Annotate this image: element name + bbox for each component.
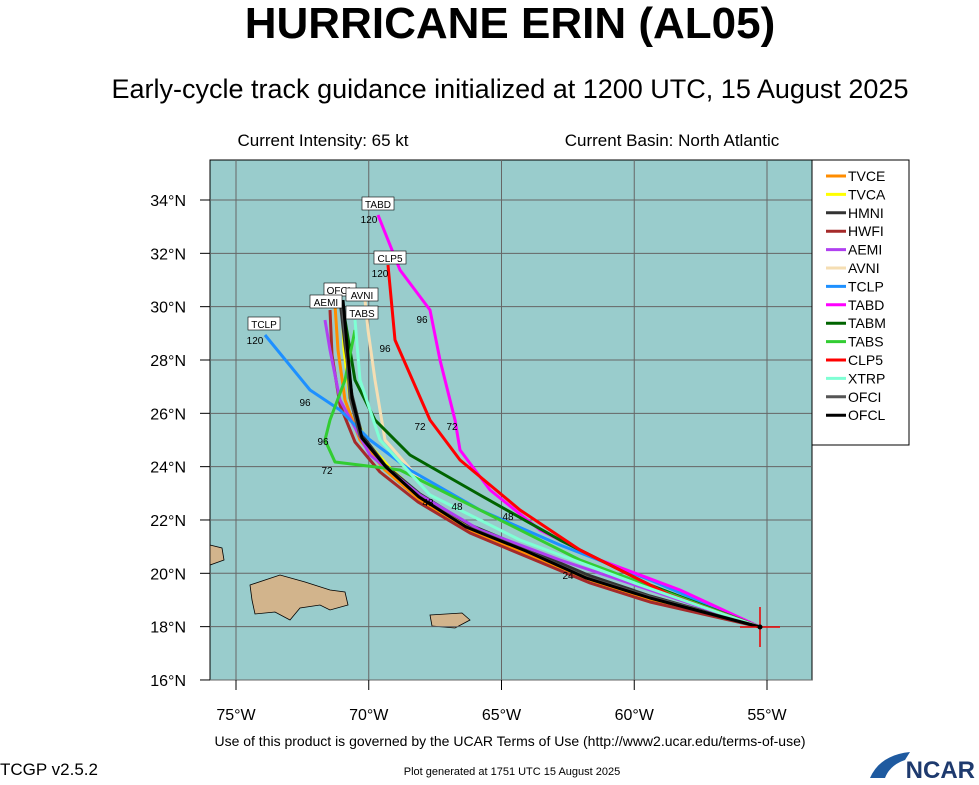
hour-label: 72 (446, 422, 458, 433)
legend-entries: TVCE TVCA HMNI HWFI AEMI AVNI TCLP TABD TABM TABS… (826, 168, 886, 423)
legend-label: TABS (848, 334, 884, 350)
version: TCGP v2.5.2 (0, 760, 98, 779)
subtitle: Early-cycle track guidance initialized a… (112, 74, 909, 104)
legend-label: AVNI (848, 260, 880, 276)
legend-label: TVCA (848, 186, 886, 202)
legend-label: XTRP (848, 370, 885, 386)
logo: NCAR (906, 757, 975, 780)
track (341, 299, 761, 629)
track-label: OFCL (327, 286, 354, 297)
lat-label: 30°N (150, 300, 186, 317)
legend-label: HWFI (848, 223, 884, 239)
hour-label: 96 (317, 437, 329, 448)
intensity: Current Intensity: 65 kt (237, 131, 408, 150)
label-box (309, 294, 343, 309)
lat-label: 20°N (150, 566, 186, 583)
hour-label: 24 (562, 571, 574, 582)
terms: Use of this product is governed by the U… (214, 733, 805, 749)
hour-label: 120 (372, 269, 389, 280)
legend-label: OFCL (848, 407, 886, 423)
lon-label: 70°W (349, 707, 389, 724)
hour-label: 72 (321, 466, 333, 477)
hour-label: 96 (379, 344, 391, 355)
logo-mark (870, 752, 910, 778)
basin: Current Basin: North Atlantic (565, 131, 780, 150)
land (209, 544, 471, 629)
hour-label: 72 (414, 422, 426, 433)
legend-label: OFCI (848, 389, 881, 405)
label-box (361, 196, 395, 211)
legend-label: TVCE (848, 168, 885, 184)
track-label: AVNI (351, 291, 374, 302)
track-label: TABS (349, 309, 375, 320)
hour-label: 96 (299, 398, 311, 409)
hour-label: 120 (361, 215, 378, 226)
lon-label: 65°W (482, 707, 522, 724)
lat-label: 28°N (150, 353, 186, 370)
lon-label: 60°W (615, 707, 655, 724)
lat-label: 22°N (150, 513, 186, 530)
label-box (345, 305, 379, 320)
legend-label: TCLP (848, 278, 884, 294)
legend-label: AEMI (848, 242, 882, 258)
track-label: TABD (365, 200, 391, 211)
track (386, 264, 761, 629)
hour-label: 96 (416, 315, 428, 326)
hour-label: 120 (247, 336, 264, 347)
label-box (373, 250, 407, 265)
legend-label: HMNI (848, 205, 884, 221)
track (376, 214, 761, 629)
track-label: TCLP (251, 320, 277, 331)
legend-label: TABM (848, 315, 886, 331)
track (353, 319, 761, 629)
hour-label: 48 (502, 512, 514, 523)
label-box (345, 287, 379, 302)
legend-label: CLP5 (848, 352, 883, 368)
tracks (263, 214, 761, 629)
lat-label: 34°N (150, 193, 186, 210)
track-label: AEMI (314, 298, 338, 309)
lat-label: 16°N (150, 673, 186, 690)
label-box (247, 316, 281, 331)
hour-label: 48 (422, 498, 434, 509)
track (323, 319, 761, 629)
lat-label: 24°N (150, 460, 186, 477)
title: HURRICANE ERIN (AL05) (245, 0, 775, 48)
lon-label: 75°W (216, 707, 256, 724)
current-position (757, 624, 763, 630)
legend-label: TABD (848, 297, 884, 313)
hour-label: 48 (451, 502, 463, 513)
lon-label: 55°W (747, 707, 787, 724)
lat-label: 26°N (150, 406, 186, 423)
track (323, 329, 761, 629)
generated: Plot generated at 1751 UTC 15 August 202… (404, 766, 621, 778)
lat-label: 32°N (150, 246, 186, 263)
track-label: CLP5 (377, 254, 402, 265)
lat-label: 18°N (150, 620, 186, 637)
